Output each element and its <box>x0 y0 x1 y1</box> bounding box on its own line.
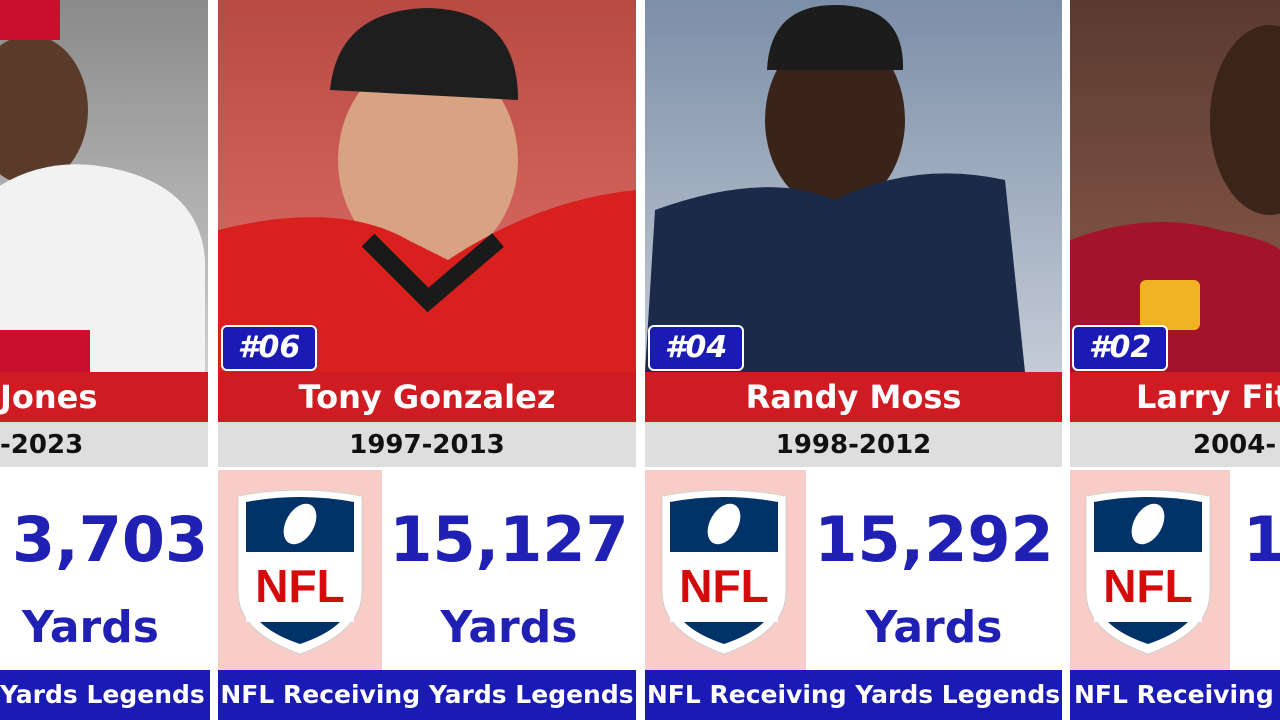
stat-panel <box>0 467 208 670</box>
nfl-logo: NFL <box>1085 489 1211 655</box>
photo-art <box>0 0 205 372</box>
yards-value: 15,127 <box>389 503 629 576</box>
career-years: -2023 <box>0 422 208 467</box>
player-name: Larry Fit <box>1070 372 1280 422</box>
yards-unit: Yards <box>22 602 159 653</box>
rank-badge: #04 <box>648 325 744 371</box>
footer-banner: NFL Receiving Y <box>1070 670 1280 720</box>
player-name: Jones <box>0 372 208 422</box>
footer-banner: NFL Receiving Yards Legends <box>218 670 636 720</box>
logo-text: NFL <box>255 560 344 612</box>
photo-art <box>218 8 636 372</box>
yards-value: 1 <box>1243 503 1280 576</box>
nfl-logo: NFL <box>661 489 787 655</box>
player-name: Randy Moss <box>645 372 1062 422</box>
rank-badge: #06 <box>221 325 317 371</box>
yards-value: 15,292 <box>814 503 1054 576</box>
yards-unit: Yards <box>865 602 1003 653</box>
player-photo <box>1070 0 1280 372</box>
logo-text: NFL <box>1103 560 1192 612</box>
nfl-logo: NFL <box>237 489 363 655</box>
player-photo <box>0 0 208 372</box>
footer-banner: Yards Legends <box>0 670 210 720</box>
rank-badge: #02 <box>1072 325 1168 371</box>
yards-unit: Yards <box>440 602 578 653</box>
player-name: Tony Gonzalez <box>218 372 636 422</box>
career-years: 1998-2012 <box>645 422 1062 467</box>
photo-art <box>645 5 1025 372</box>
player-photo <box>645 0 1062 372</box>
footer-banner: NFL Receiving Yards Legends <box>645 670 1062 720</box>
player-photo <box>218 0 636 372</box>
career-years: 1997-2013 <box>218 422 636 467</box>
yards-value: 3,703 <box>12 503 209 576</box>
photo-art <box>1070 25 1280 372</box>
career-years: 2004- <box>1070 422 1280 467</box>
logo-text: NFL <box>679 560 768 612</box>
